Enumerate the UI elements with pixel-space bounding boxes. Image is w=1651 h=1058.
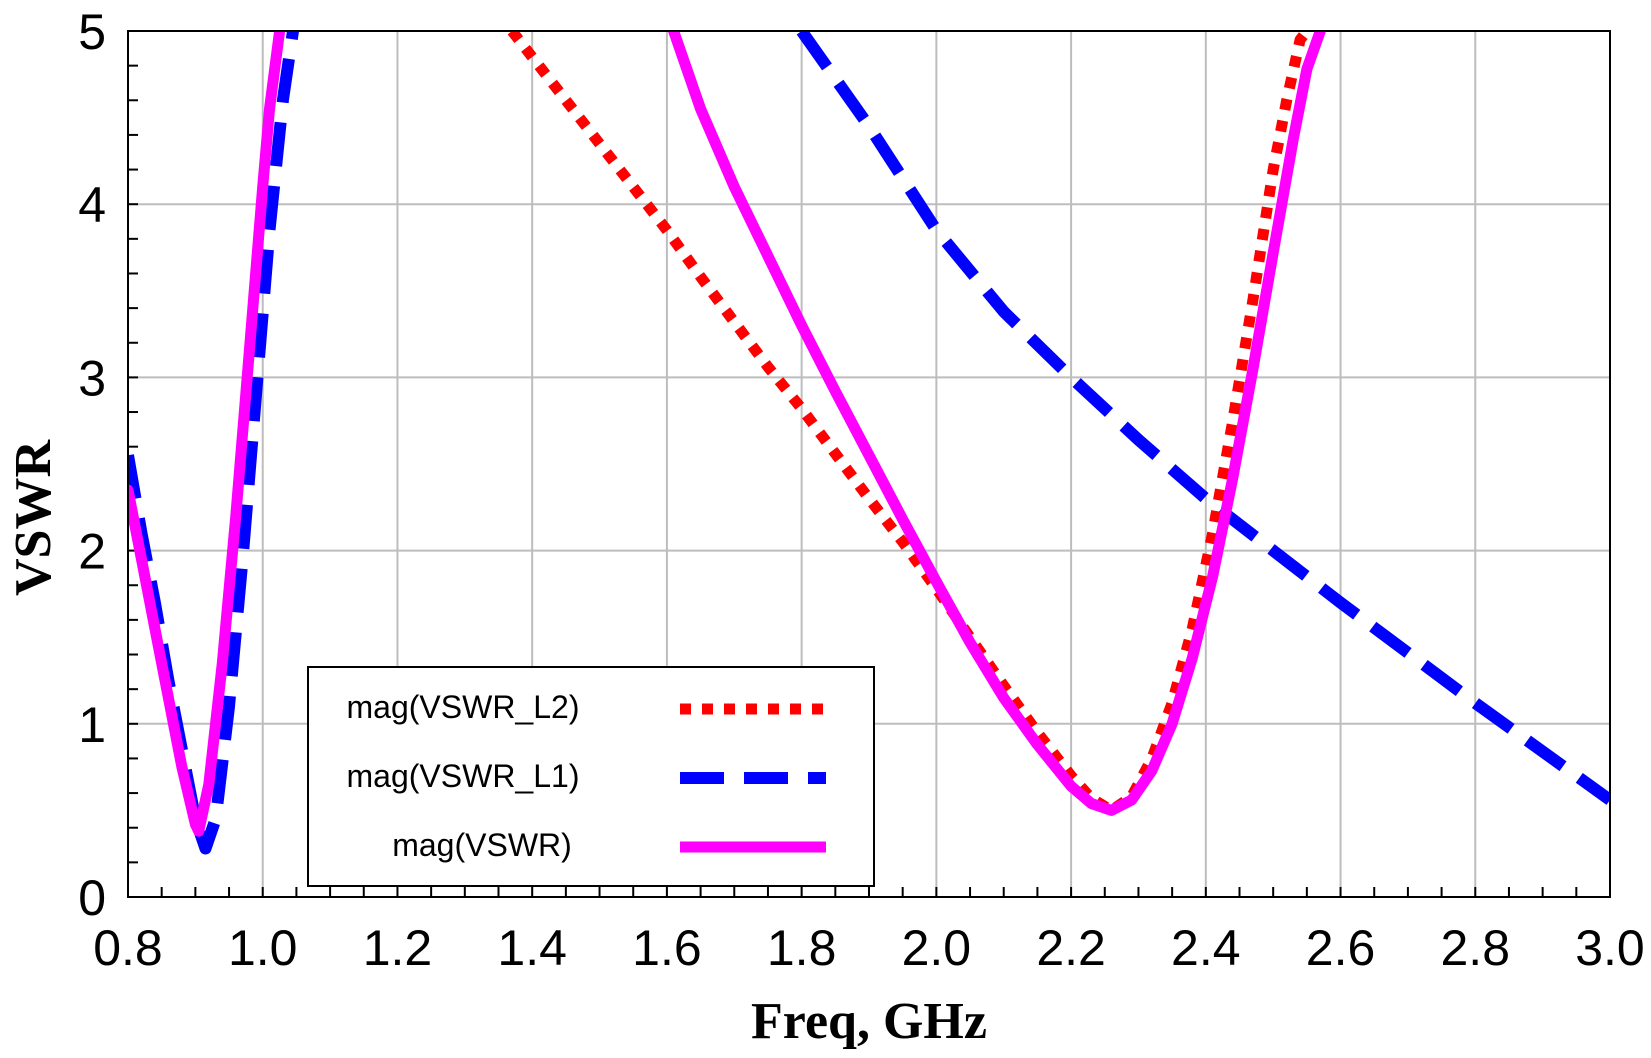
x-tick-label: 2.8 bbox=[1441, 920, 1511, 976]
y-tick-label: 0 bbox=[78, 870, 106, 926]
x-axis-title: Freq, GHz bbox=[751, 993, 987, 1050]
x-tick-label: 1.4 bbox=[497, 920, 567, 976]
legend: mag(VSWR_L2) mag(VSWR_L1) mag(VSWR) bbox=[307, 666, 875, 887]
x-tick-label: 1.8 bbox=[767, 920, 837, 976]
x-tick-label: 1.2 bbox=[363, 920, 433, 976]
x-tick-labels: 0.8 1.0 1.2 1.4 1.6 1.8 2.0 2.2 2.4 2.6 2.8 3.0 bbox=[93, 920, 1645, 976]
x-tick-label: 0.8 bbox=[93, 920, 163, 976]
y-tick-label: 1 bbox=[78, 697, 106, 753]
y-tick-label: 4 bbox=[78, 177, 106, 233]
plot-frame bbox=[127, 30, 1611, 898]
x-tick-label: 2.6 bbox=[1306, 920, 1376, 976]
x-tick-label: 3.0 bbox=[1575, 920, 1645, 976]
series-line-mag-vswr-l2--seg0 bbox=[507, 31, 1312, 816]
y-tick-label: 5 bbox=[78, 4, 106, 60]
series-line-mag-vswr--seg0 bbox=[128, 31, 286, 837]
series-lines bbox=[128, 31, 1610, 855]
x-tick-label: 1.6 bbox=[632, 920, 702, 976]
y-tick-label: 3 bbox=[78, 350, 106, 406]
y-axis-title: VSWR bbox=[5, 439, 62, 596]
y-tick-label: 2 bbox=[78, 524, 106, 580]
legend-label-l1: mag(VSWR_L1) bbox=[347, 758, 580, 794]
series-line-mag-vswr--seg1 bbox=[668, 31, 1326, 816]
x-tick-label: 2.0 bbox=[902, 920, 972, 976]
x-tick-label: 2.4 bbox=[1171, 920, 1241, 976]
y-tick-labels: 0 1 2 3 4 5 bbox=[78, 4, 106, 926]
legend-label-vswr: mag(VSWR) bbox=[392, 827, 572, 863]
x-tick-label: 1.0 bbox=[228, 920, 298, 976]
legend-label-l2: mag(VSWR_L2) bbox=[347, 689, 580, 725]
x-tick-label: 2.2 bbox=[1036, 920, 1106, 976]
